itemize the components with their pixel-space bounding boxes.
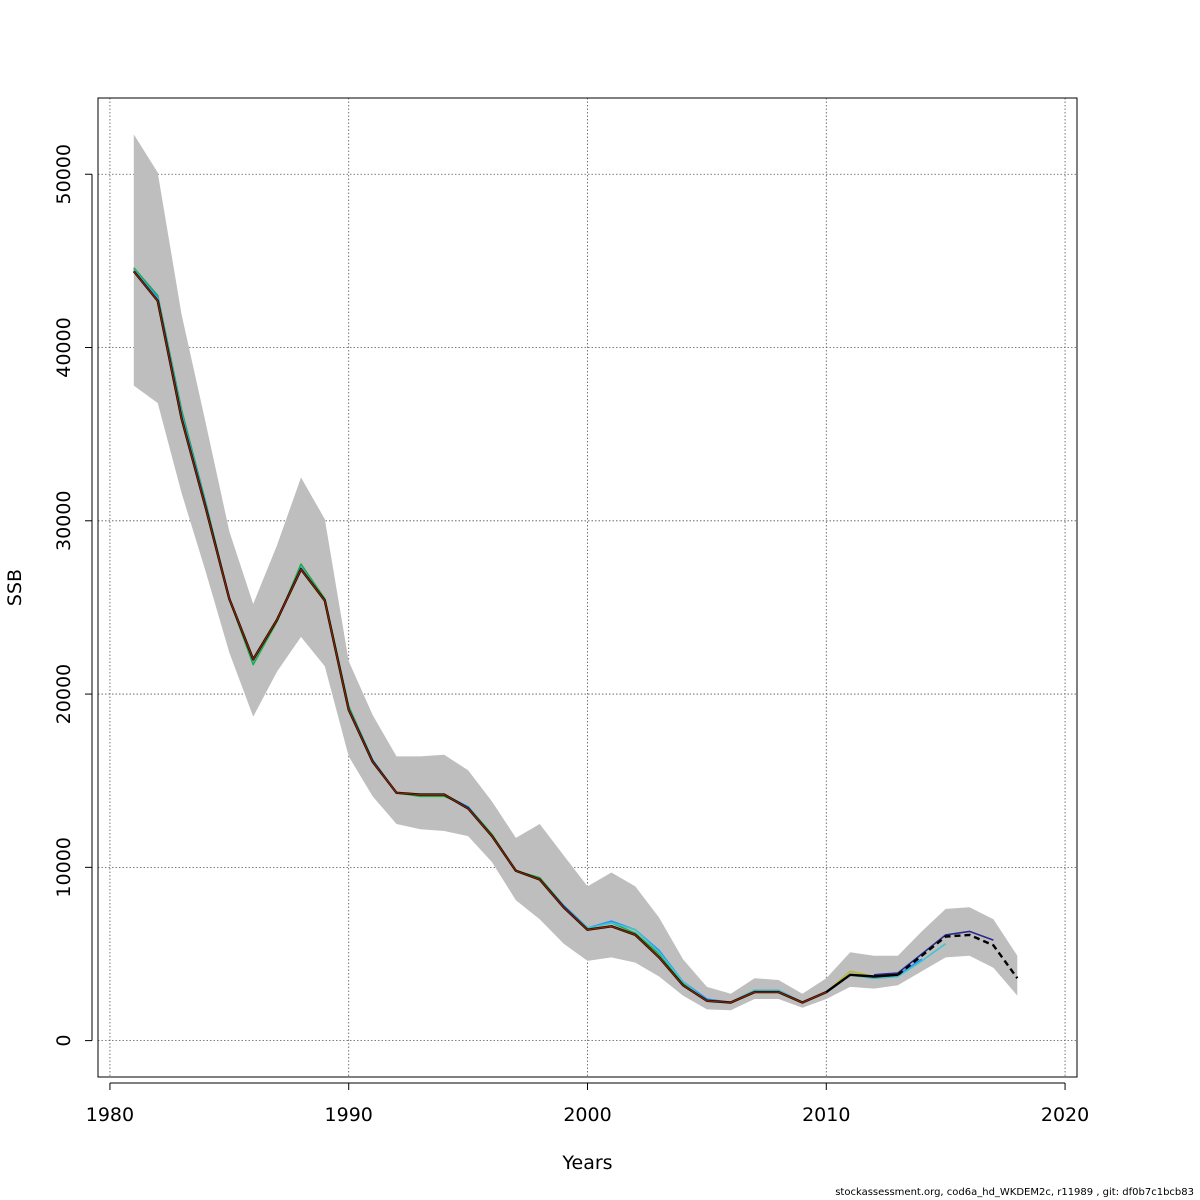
series-line bbox=[133, 270, 827, 1004]
y-axis: 0 10000 20000 30000 40000 50000 bbox=[53, 144, 93, 1047]
plot-frame bbox=[97, 97, 1078, 1078]
series-line-projection bbox=[897, 933, 1019, 979]
confidence-band-group bbox=[133, 134, 1018, 1011]
x-tick-label: 1980 bbox=[86, 1104, 134, 1126]
y-tick-label: 50000 bbox=[53, 144, 75, 204]
y-tick-label: 40000 bbox=[53, 317, 75, 377]
y-tick-label: 0 bbox=[53, 1035, 75, 1047]
x-tick-label: 1990 bbox=[325, 1104, 373, 1126]
x-axis: 1980 1990 2000 2010 2020 bbox=[86, 1082, 1089, 1126]
y-tick-label: 10000 bbox=[53, 837, 75, 897]
series-lines-group bbox=[132, 267, 1019, 1004]
x-tick-label: 2020 bbox=[1041, 1104, 1089, 1126]
x-tick-label: 2000 bbox=[563, 1104, 611, 1126]
series-line bbox=[873, 930, 994, 976]
footer-source-text: stockassessment.org, cod6a_hd_WKDEM2c, r… bbox=[835, 1187, 1194, 1198]
confidence-band bbox=[133, 134, 1018, 1011]
x-tick-label: 2010 bbox=[802, 1104, 850, 1126]
y-tick-label: 20000 bbox=[53, 664, 75, 724]
x-axis-title: Years bbox=[561, 1152, 612, 1174]
y-tick-label: 30000 bbox=[53, 491, 75, 551]
y-axis-title: SSB bbox=[4, 569, 26, 606]
